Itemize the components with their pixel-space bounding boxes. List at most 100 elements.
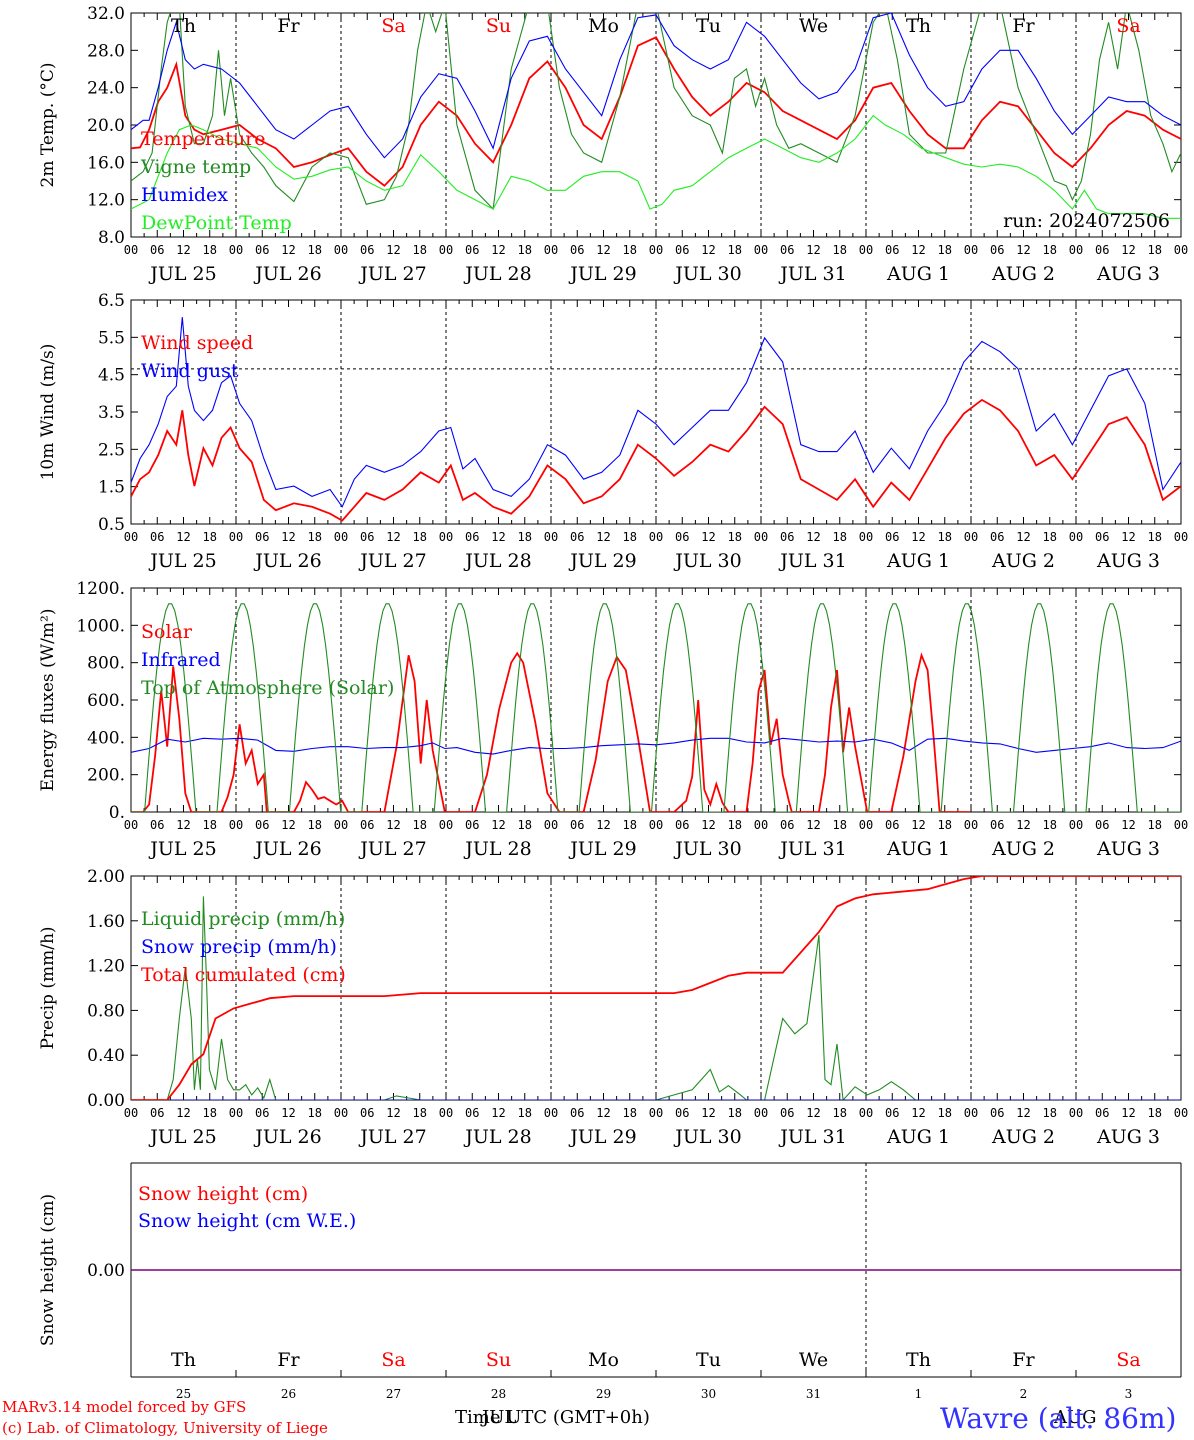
- series-liquid-precip-mm-h-: [131, 896, 1181, 1100]
- date-label: JUL 26: [253, 838, 321, 860]
- hour-tick-label: 18: [518, 530, 532, 544]
- hour-tick-label: 12: [491, 530, 505, 544]
- date-label: JUL 25: [148, 550, 216, 572]
- hour-tick-label: 06: [255, 818, 269, 832]
- day-number-label: 28: [491, 1387, 506, 1401]
- hour-tick-label: 00: [229, 1106, 243, 1120]
- hour-tick-label: 00: [229, 243, 243, 257]
- y-tick-label: 20.0: [87, 116, 125, 136]
- y-axis-label: 2m Temp. (°C): [38, 62, 58, 187]
- day-name-label: We: [799, 15, 828, 37]
- legend-vigne-temp: Vigne temp: [140, 156, 251, 178]
- hour-tick-label: 12: [1121, 243, 1135, 257]
- y-axis-label: 10m Wind (m/s): [38, 344, 58, 481]
- date-label: JUL 30: [673, 838, 741, 860]
- run-annotation: run: 2024072506: [1003, 210, 1170, 232]
- hour-tick-label: 12: [911, 1106, 925, 1120]
- hour-tick-label: 06: [360, 818, 374, 832]
- hour-tick-label: 12: [491, 818, 505, 832]
- series-group: [131, 876, 1181, 1100]
- hour-tick-label: 00: [859, 1106, 873, 1120]
- hour-tick-label: 12: [176, 243, 190, 257]
- hour-tick-label: 06: [780, 530, 794, 544]
- date-label: AUG 1: [886, 1126, 950, 1148]
- date-label: AUG 3: [1096, 550, 1160, 572]
- hour-tick-label: 12: [701, 530, 715, 544]
- hour-tick-label: 12: [911, 530, 925, 544]
- hour-tick-label: 12: [596, 1106, 610, 1120]
- hour-tick-label: 06: [990, 530, 1004, 544]
- hour-tick-label: 18: [413, 818, 427, 832]
- legend-liquid-precip-mm-h-: Liquid precip (mm/h): [141, 908, 345, 930]
- panel-frame: [130, 299, 1182, 525]
- day-number-label: 2: [1020, 1387, 1028, 1401]
- hour-tick-label: 06: [465, 243, 479, 257]
- hour-tick-label: 18: [833, 243, 847, 257]
- hour-tick-label: 06: [675, 530, 689, 544]
- hour-tick-label: 00: [1069, 818, 1083, 832]
- legend-snow-precip-mm-h-: Snow precip (mm/h): [141, 936, 337, 958]
- day-name-label: Tu: [696, 15, 721, 37]
- date-label: AUG 1: [886, 838, 950, 860]
- hour-tick-label: 00: [124, 818, 138, 832]
- hour-tick-label: 00: [649, 243, 663, 257]
- hour-tick-label: 12: [386, 530, 400, 544]
- date-label: JUL 28: [463, 263, 531, 285]
- hour-tick-label: 06: [990, 243, 1004, 257]
- y-tick-label: 0.80: [87, 1001, 125, 1021]
- hour-tick-label: 00: [334, 530, 348, 544]
- hour-tick-label: 00: [439, 818, 453, 832]
- date-label: JUL 29: [568, 1126, 636, 1148]
- day-name-label: Th: [906, 1349, 931, 1371]
- day-name-label: Th: [171, 1349, 196, 1371]
- hour-tick-label: 00: [439, 243, 453, 257]
- hour-tick-label: 00: [1174, 243, 1188, 257]
- hour-tick-label: 12: [911, 818, 925, 832]
- hour-tick-label: 12: [1016, 530, 1030, 544]
- date-label: AUG 3: [1096, 263, 1160, 285]
- legend-temperature: Temperature: [141, 128, 265, 150]
- hour-tick-label: 06: [1095, 818, 1109, 832]
- series-group: [131, 13, 1181, 219]
- y-tick-label: 24.0: [87, 79, 125, 99]
- hour-tick-label: 18: [938, 243, 952, 257]
- hour-tick-label: 18: [413, 530, 427, 544]
- date-label: JUL 30: [673, 550, 741, 572]
- date-label: JUL 30: [673, 1126, 741, 1148]
- y-tick-label: 600.: [87, 691, 125, 711]
- hour-tick-label: 18: [1148, 1106, 1162, 1120]
- hour-tick-label: 18: [1043, 818, 1057, 832]
- legend-snow-height-cm-: Snow height (cm): [138, 1183, 308, 1205]
- hour-tick-label: 06: [150, 530, 164, 544]
- hour-tick-label: 00: [544, 243, 558, 257]
- date-label: AUG 2: [991, 550, 1055, 572]
- hour-tick-label: 12: [491, 1106, 505, 1120]
- hour-tick-label: 06: [885, 1106, 899, 1120]
- hour-tick-label: 12: [176, 818, 190, 832]
- hour-tick-label: 18: [728, 818, 742, 832]
- y-axis-label: Snow height (cm): [38, 1194, 58, 1346]
- hour-tick-label: 06: [885, 530, 899, 544]
- hour-tick-label: 06: [360, 1106, 374, 1120]
- hour-tick-label: 06: [465, 1106, 479, 1120]
- y-tick-label: 1200.: [76, 579, 125, 599]
- hour-tick-label: 00: [124, 243, 138, 257]
- legend-humidex: Humidex: [141, 184, 228, 206]
- hour-tick-label: 00: [859, 243, 873, 257]
- day-name-label: Sa: [381, 1349, 405, 1371]
- y-axis-label: Energy fluxes (W/m²): [38, 609, 58, 792]
- hour-tick-label: 12: [806, 1106, 820, 1120]
- y-tick-label: 0.: [109, 803, 125, 823]
- hour-tick-label: 00: [1174, 1106, 1188, 1120]
- time-axis-label: Time UTC (GMT+0h): [455, 1407, 650, 1428]
- hour-tick-label: 00: [124, 1106, 138, 1120]
- hour-tick-label: 00: [544, 530, 558, 544]
- hour-tick-label: 06: [990, 1106, 1004, 1120]
- date-label: JUL 31: [778, 550, 846, 572]
- hour-tick-label: 00: [754, 243, 768, 257]
- hour-tick-label: 06: [885, 243, 899, 257]
- hour-tick-label: 00: [229, 818, 243, 832]
- series-solar: [131, 651, 970, 812]
- hour-tick-label: 12: [806, 530, 820, 544]
- hour-tick-label: 18: [1043, 530, 1057, 544]
